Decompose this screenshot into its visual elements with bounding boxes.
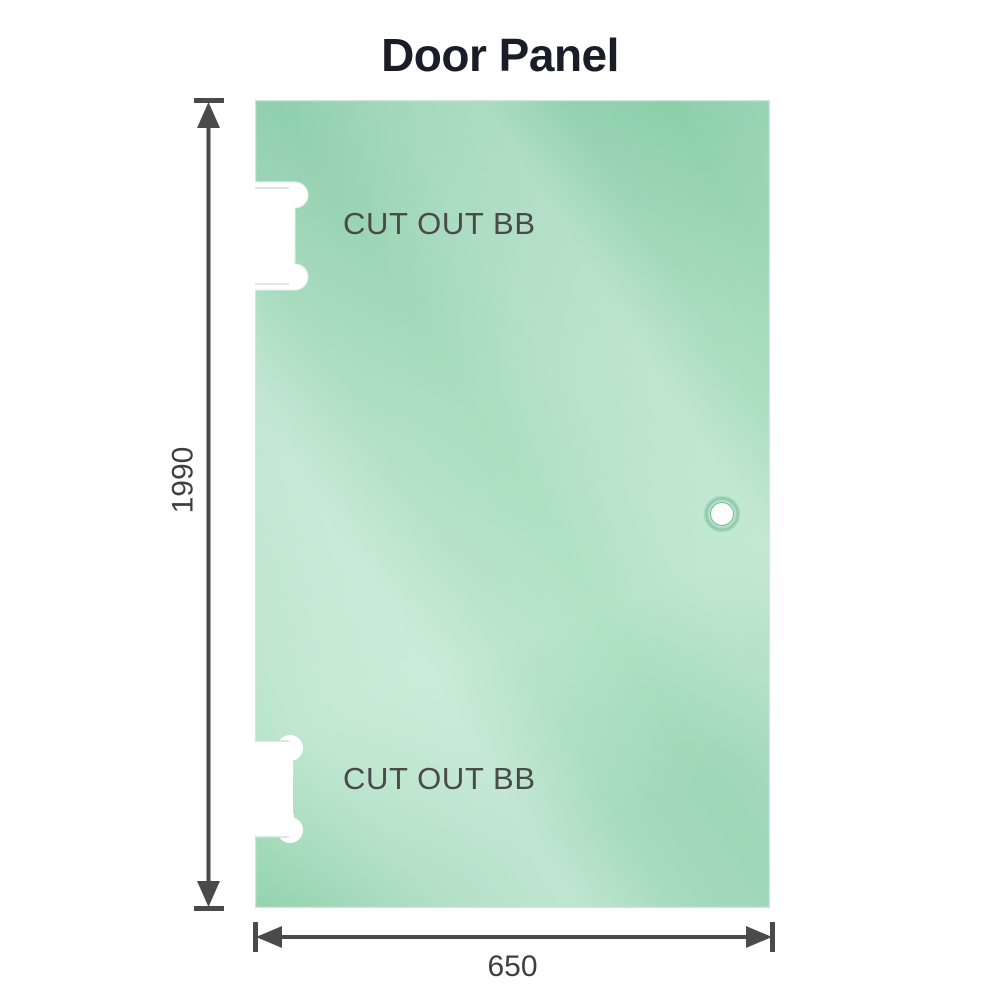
dimension-height-value: 1990 xyxy=(166,446,200,514)
panel-border xyxy=(255,100,770,908)
cutout-label-bottom: CUT OUT BB xyxy=(343,761,536,796)
dimension-width-graphic xyxy=(253,922,775,952)
cutout-bb-top xyxy=(255,181,309,291)
glass-body xyxy=(255,100,770,908)
door-panel-graphic xyxy=(255,100,770,908)
handle-hole xyxy=(703,495,741,533)
cutout-bb-bottom xyxy=(255,735,303,843)
page-title: Door Panel xyxy=(381,29,619,81)
cutout-label-top: CUT OUT BB xyxy=(343,206,536,241)
door-panel xyxy=(255,100,770,908)
dimension-height xyxy=(180,88,240,920)
dimension-width-value: 650 xyxy=(487,950,538,983)
dimension-height-graphic xyxy=(194,98,224,911)
dimension-width xyxy=(244,920,784,954)
